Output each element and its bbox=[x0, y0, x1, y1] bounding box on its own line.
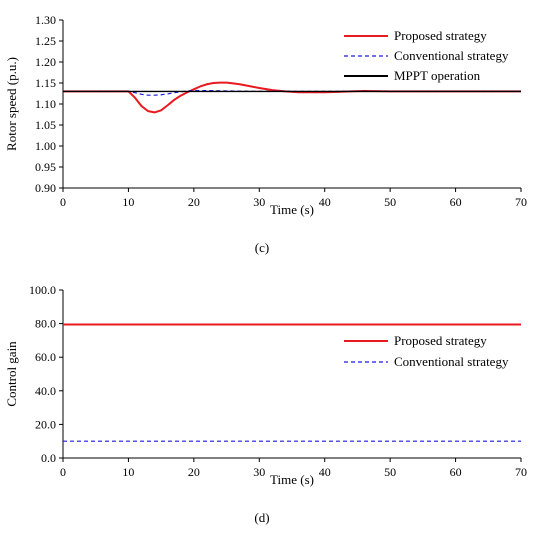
y-tick-label: 1.20 bbox=[35, 55, 56, 69]
x-axis-title: Time (s) bbox=[270, 202, 314, 217]
y-axis-title: Control gain bbox=[4, 341, 19, 407]
x-tick-label: 30 bbox=[253, 465, 265, 479]
legend-label: Proposed strategy bbox=[394, 333, 487, 348]
y-tick-label: 40.0 bbox=[35, 384, 56, 398]
rotor-speed-chart: 0.90 0.95 1.00 1.05 1.10 1.15 1.20 1.25 1.30 0 10 2… bbox=[4, 13, 527, 255]
y-tick-label: 20.0 bbox=[35, 417, 56, 431]
series-line bbox=[63, 81, 521, 114]
x-tick-label: 20 bbox=[188, 195, 200, 209]
x-tick-label: 30 bbox=[253, 195, 265, 209]
x-tick-label: 40 bbox=[319, 465, 331, 479]
legend-label: MPPT operation bbox=[394, 68, 481, 83]
y-tick-label: 60.0 bbox=[35, 350, 56, 364]
legend-label: Proposed strategy bbox=[394, 28, 487, 43]
x-tick-label: 10 bbox=[122, 195, 134, 209]
y-tick-label: 1.10 bbox=[35, 97, 56, 111]
y-tick-label: 80.0 bbox=[35, 317, 56, 331]
panel-label: (d) bbox=[254, 510, 269, 525]
x-axis-title: Time (s) bbox=[270, 472, 314, 487]
y-axis-title: Rotor speed (p.u.) bbox=[4, 57, 19, 151]
x-tick-label: 20 bbox=[188, 465, 200, 479]
y-tick-label: 0.0 bbox=[41, 451, 56, 465]
x-tick-label: 60 bbox=[450, 465, 462, 479]
y-tick-label: 1.25 bbox=[35, 34, 56, 48]
control-gain-chart: 0.0 20.0 40.0 60.0 80.0 100.0 0 10 20 30 40 50 60 70 T… bbox=[4, 283, 527, 525]
x-tick-label: 50 bbox=[384, 465, 396, 479]
panel-label: (c) bbox=[255, 240, 269, 255]
y-tick-label: 1.05 bbox=[35, 118, 56, 132]
x-tick-label: 0 bbox=[60, 465, 66, 479]
legend-label: Conventional strategy bbox=[394, 48, 509, 63]
x-tick-label: 70 bbox=[515, 195, 527, 209]
y-tick-label: 1.15 bbox=[35, 76, 56, 90]
y-tick-label: 0.90 bbox=[35, 181, 56, 195]
x-tick-label: 0 bbox=[60, 195, 66, 209]
legend-label: Conventional strategy bbox=[394, 354, 509, 369]
x-tick-label: 10 bbox=[122, 465, 134, 479]
y-tick-label: 1.30 bbox=[35, 13, 56, 27]
x-tick-label: 50 bbox=[384, 195, 396, 209]
y-tick-label: 1.00 bbox=[35, 139, 56, 153]
y-tick-label: 100.0 bbox=[29, 283, 56, 297]
y-tick-label: 0.95 bbox=[35, 160, 56, 174]
x-tick-label: 70 bbox=[515, 465, 527, 479]
x-tick-label: 60 bbox=[450, 195, 462, 209]
x-tick-label: 40 bbox=[319, 195, 331, 209]
